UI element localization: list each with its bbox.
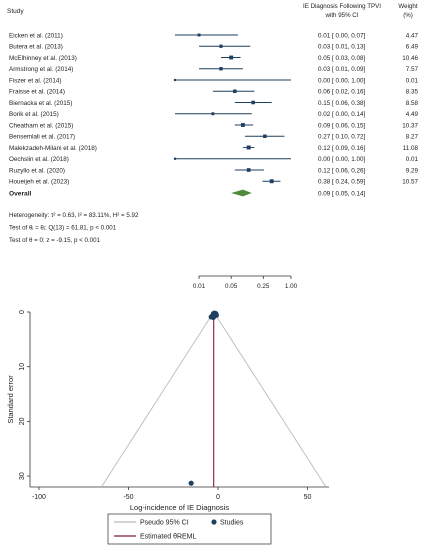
- study-weight: 11.08: [403, 145, 419, 152]
- study-marker: [263, 134, 267, 139]
- funnel-y-tick-label: 20: [19, 417, 26, 425]
- study-ci-text: 0.02 [ 0.00, 0.14]: [318, 111, 366, 118]
- study-point: [211, 310, 218, 316]
- legend-box: [107, 513, 272, 545]
- legend-studies-label: Studies: [220, 520, 244, 527]
- header-weight: Weight: [398, 3, 417, 10]
- study-ci-text: 0.03 [ 0.01, 0.09]: [318, 66, 366, 73]
- study-weight: 4.47: [406, 32, 419, 39]
- study-weight: 0.01: [406, 156, 419, 163]
- study-marker: [219, 44, 223, 48]
- study-weight: 6.49: [406, 44, 419, 51]
- funnel-x-title: Log-incidence of IE Diagnosis: [130, 503, 229, 512]
- pseudo-ci-line: [213, 311, 327, 488]
- study-marker: [173, 78, 177, 82]
- study-weight: 8.27: [406, 134, 419, 141]
- study-label: Biernacka et al. (2015): [9, 100, 72, 107]
- study-ci-text: 0.00 [ 0.00, 1.00]: [318, 77, 366, 84]
- study-label: Fraisse et al. (2014): [9, 89, 65, 96]
- study-weight: 10.37: [402, 122, 418, 129]
- funnel-y-tick-label: 0: [19, 310, 26, 314]
- study-ci-text: 0.06 [ 0.02, 0.16]: [318, 89, 366, 96]
- funnel-y-tick-label: 30: [19, 472, 26, 480]
- study-label: Cheatham et al. (2015): [9, 122, 73, 129]
- study-weight: 8.58: [406, 100, 419, 107]
- study-label: Fiszer et al. (2014): [9, 77, 62, 84]
- funnel-x-tick-label: 50: [304, 494, 312, 501]
- overall-ci-text: 0.09 [ 0.05, 0.14]: [318, 190, 366, 197]
- study-marker: [251, 100, 255, 105]
- study-marker: [246, 145, 251, 150]
- study-ci-text: 0.38 [ 0.24, 0.59]: [318, 179, 366, 186]
- study-label: McElhinney et al. (2013): [9, 55, 77, 62]
- overall-label: Overall: [9, 190, 32, 197]
- study-marker: [211, 112, 215, 116]
- study-label: Eicken et al. (2011): [9, 32, 63, 39]
- study-label: Armstrong et al. (2014): [9, 66, 73, 73]
- study-weight: 0.01: [406, 77, 419, 84]
- stat-note: Test of θᵢ = θⱼ: Q(13) = 61.81, p < 0.00…: [9, 225, 117, 232]
- header-weight-unit: (%): [403, 12, 413, 19]
- study-marker: [173, 157, 177, 160]
- study-marker: [240, 123, 245, 127]
- study-weight: 8.35: [406, 89, 419, 96]
- study-ci-text: 0.09 [ 0.06, 0.15]: [318, 122, 366, 129]
- study-marker: [269, 179, 274, 184]
- legend-ci-label: Pseudo 95% CI: [140, 520, 189, 527]
- study-weight: 9.29: [406, 167, 419, 174]
- study-label: Malekzadeh-Milani et al. (2018): [9, 145, 97, 152]
- funnel-y-tick-label: 10: [19, 363, 26, 371]
- forest-plot: Study IE Diagnosis Following TPVI with 95%…: [7, 3, 418, 290]
- funnel-x-tick-label: 0: [216, 494, 220, 501]
- funnel-x-tick-label: -100: [32, 494, 46, 501]
- study-marker: [246, 168, 251, 172]
- study-label: Borik et al. (2015): [9, 111, 59, 118]
- study-marker: [229, 55, 234, 60]
- study-point: [208, 314, 214, 320]
- study-weight: 7.57: [406, 66, 419, 73]
- legend-estimate-label: Estimated θREML: [140, 534, 197, 541]
- study-weight: 4.49: [406, 111, 419, 118]
- study-weight: 10.57: [402, 179, 418, 186]
- study-ci-text: 0.15 [ 0.06, 0.38]: [318, 100, 366, 107]
- pseudo-ci-line: [101, 311, 215, 488]
- funnel-legend: Pseudo 95% CI Studies Estimated θREML: [107, 513, 272, 545]
- overall-diamond: [231, 189, 252, 197]
- study-label: Oechslin et al. (2018): [9, 156, 69, 163]
- study-weight: 10.46: [402, 55, 418, 62]
- study-ci-text: 0.12 [ 0.06, 0.26]: [318, 167, 366, 174]
- study-ci-text: 0.05 [ 0.03, 0.08]: [318, 55, 366, 62]
- forest-tick-label: 0.25: [257, 283, 270, 290]
- header-study: Study: [7, 8, 24, 15]
- forest-x-axis: 0.01 0.05 0.25 1.00: [193, 275, 298, 290]
- study-ci-text: 0.01 [ 0.00, 0.07]: [318, 32, 366, 39]
- header-effect: IE Diagnosis Following TPVI: [303, 3, 381, 10]
- study-label: Ruzyllo et al. (2020): [9, 167, 65, 174]
- forest-tick-label: 0.01: [193, 283, 206, 290]
- study-ci-text: 0.12 [ 0.09, 0.16]: [318, 145, 366, 152]
- study-ci-text: 0.03 [ 0.01, 0.13]: [318, 44, 366, 51]
- study-marker: [197, 33, 201, 37]
- forest-tick-label: 1.00: [285, 283, 298, 290]
- stat-note: Heterogeneity: τ² = 0.63, I² = 83.11%, H…: [9, 212, 139, 219]
- legend-studies-swatch: [211, 519, 217, 525]
- study-label: Bensemlali et al. (2017): [9, 134, 75, 141]
- study-ci-text: 0.27 [ 0.10, 0.72]: [318, 134, 366, 141]
- forest-tick-label: 0.05: [225, 283, 238, 290]
- study-marker: [233, 89, 237, 94]
- study-marker: [219, 67, 223, 71]
- header-ci: with 95% CI: [324, 12, 358, 19]
- study-label: Houeijeh et al. (2023): [9, 179, 69, 186]
- study-ci-text: 0.00 [ 0.00, 1.00]: [318, 156, 366, 163]
- funnel-plot: -100 -50 0 50 0 10 20 30 Log-incidence of IE Dia…: [6, 310, 329, 545]
- study-label: Butera et al. (2013): [9, 44, 63, 51]
- study-point: [188, 480, 194, 486]
- funnel-y-title: Standard error: [6, 375, 15, 424]
- funnel-x-tick-label: -50: [123, 494, 133, 501]
- stat-note: Test of θ = 0: z = -9.15, p < 0.001: [9, 237, 101, 244]
